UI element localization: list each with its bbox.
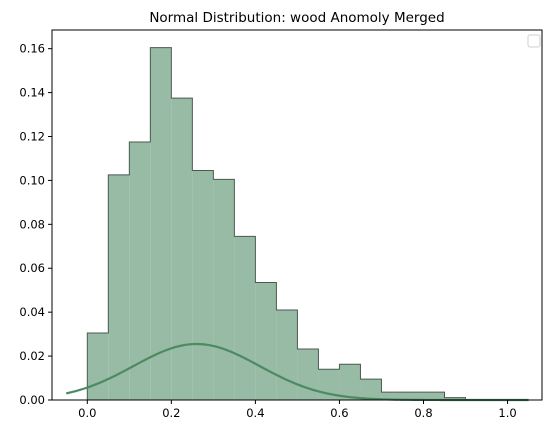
- histogram-bar: [234, 236, 256, 400]
- y-tick-label: 0.04: [19, 305, 45, 319]
- histogram-bar: [87, 333, 109, 400]
- histogram-bar: [339, 364, 361, 400]
- x-tick-label: 0.4: [246, 406, 264, 420]
- x-tick-label: 0.2: [162, 406, 180, 420]
- chart-title: Normal Distribution: wood Anomoly Merged: [149, 10, 444, 26]
- legend-box: [527, 34, 541, 48]
- histogram-outline: [86, 47, 467, 400]
- histogram-bar: [192, 170, 214, 400]
- histogram-bar: [213, 179, 235, 400]
- histogram-bar: [108, 174, 130, 400]
- histogram-bar: [255, 282, 277, 400]
- histogram-bars: [86, 47, 467, 400]
- y-axis: 0.00 0.02 0.04 0.06 0.08 0.10 0.12 0.14 0.16: [19, 42, 52, 407]
- histogram-bar: [402, 392, 424, 400]
- x-tick-label: 1.0: [498, 406, 516, 420]
- histogram-bar: [276, 309, 298, 400]
- y-tick-label: 0.12: [19, 129, 45, 143]
- x-tick-label: 0.0: [78, 406, 96, 420]
- histogram-bar: [129, 141, 151, 400]
- y-tick-label: 0.08: [19, 217, 45, 231]
- plot-frame: [51, 29, 543, 401]
- histogram-bar: [423, 392, 445, 400]
- y-tick-label: 0.16: [19, 42, 45, 56]
- y-tick-label: 0.10: [19, 173, 45, 187]
- y-tick-label: 0.06: [19, 261, 45, 275]
- histogram-bar: [360, 379, 382, 400]
- x-tick-label: 0.6: [330, 406, 348, 420]
- x-tick-label: 0.8: [414, 406, 432, 420]
- histogram-bar: [171, 98, 193, 400]
- histogram-bar: [444, 397, 466, 400]
- histogram-bar: [297, 349, 319, 400]
- y-tick-label: 0.14: [19, 86, 45, 100]
- y-tick-label: 0.02: [19, 349, 45, 363]
- y-tick-label: 0.00: [19, 393, 45, 407]
- histogram-bar: [381, 392, 403, 400]
- histogram-bar: [150, 47, 172, 400]
- x-axis: 0.0 0.2 0.4 0.6 0.8 1.0: [78, 400, 517, 420]
